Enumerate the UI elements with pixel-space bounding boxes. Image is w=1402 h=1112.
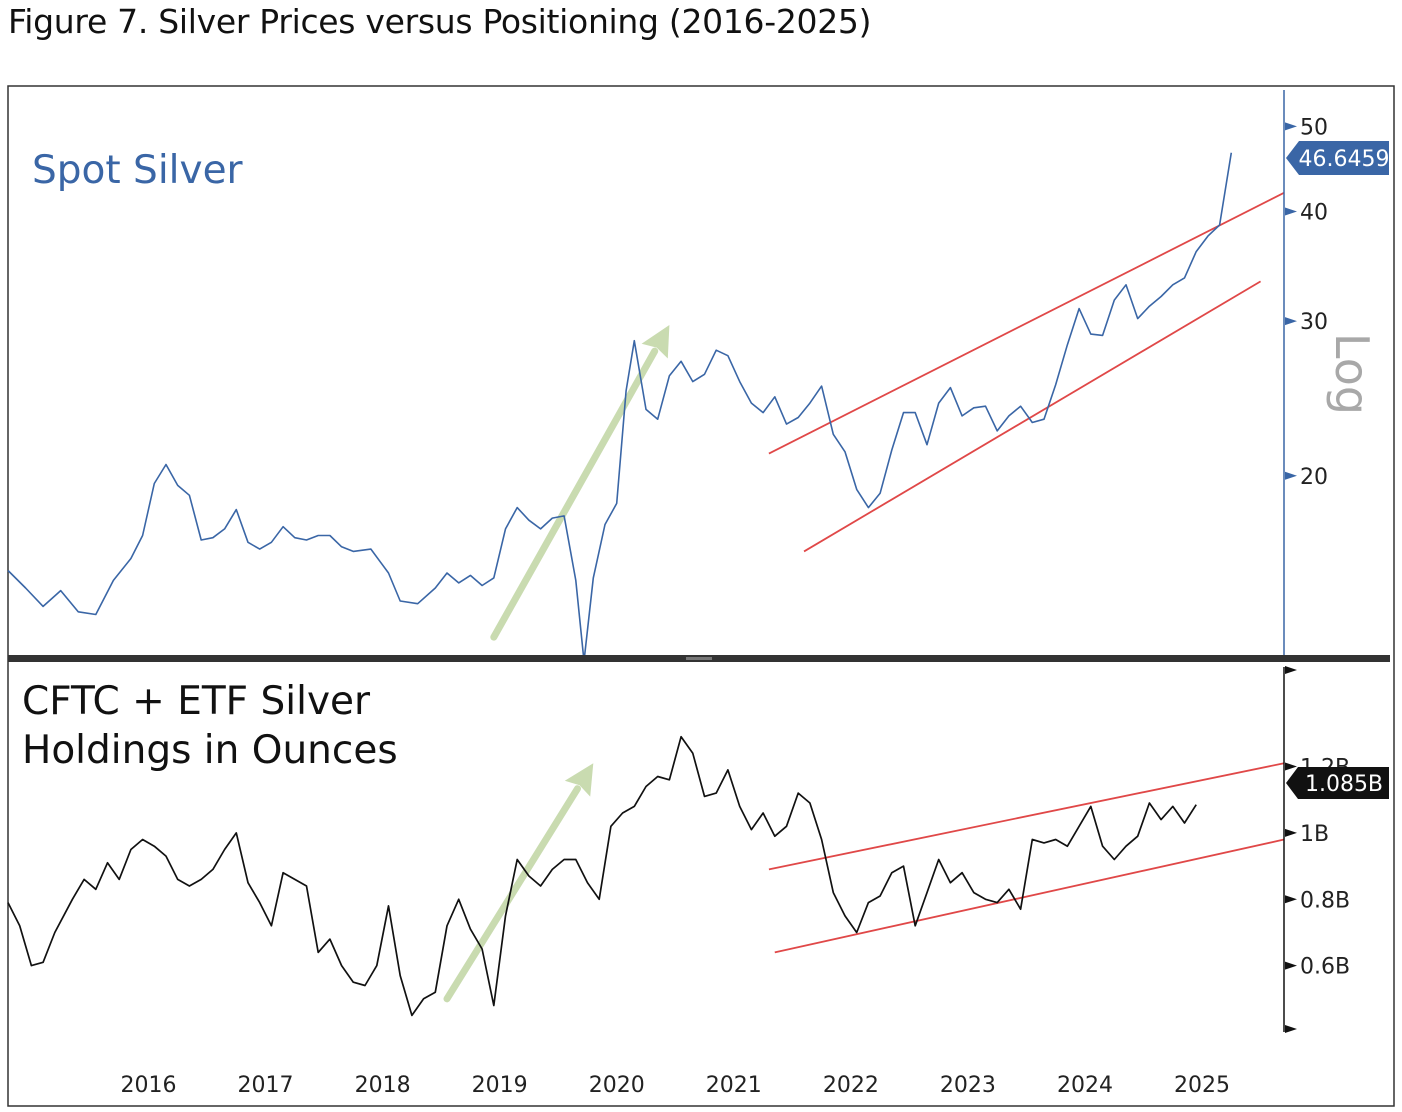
last-price-value: 46.6459	[1299, 147, 1390, 172]
tick-label-price: 50	[1300, 115, 1328, 140]
channel-upper-line	[768, 762, 1285, 871]
x-label-year: 2024	[1057, 1073, 1113, 1098]
panel-title-holdings-line-1: CFTC + ETF Silver	[22, 679, 371, 724]
tick-label-price: 30	[1300, 310, 1328, 335]
tick-marker-holdings	[1285, 828, 1297, 837]
arrow-shaft	[443, 785, 581, 1003]
last-holdings-value: 1.085B	[1305, 772, 1383, 797]
tick-label-price: 40	[1300, 200, 1328, 225]
x-label-year: 2017	[238, 1073, 294, 1098]
x-label-year: 2022	[823, 1073, 879, 1098]
tick-marker-price	[1285, 207, 1297, 216]
channel-lower-line	[774, 838, 1285, 954]
uptrend-arrow	[490, 325, 670, 641]
tick-marker-holdings	[1285, 895, 1297, 904]
x-label-year: 2025	[1174, 1073, 1230, 1098]
panel-spot-silver: Spot Silver 20 30 40 50 46.6459 Log	[7, 90, 1389, 663]
log-scale-label: Log	[1325, 333, 1379, 415]
last-holdings-badge-shape	[1286, 767, 1389, 799]
panel-holdings: CFTC + ETF Silver Holdings in Ounces 0.6…	[7, 666, 1389, 1033]
tick-label-holdings: 1B	[1300, 822, 1329, 847]
channel-upper-line	[768, 192, 1285, 455]
panel-title-spot-silver: Spot Silver	[32, 148, 244, 193]
x-label-year: 2018	[355, 1073, 411, 1098]
holdings-channel	[768, 762, 1285, 954]
axis-bottom-marker	[1285, 1025, 1297, 1033]
last-price-badge-shape	[1286, 141, 1389, 175]
arrow-head	[641, 325, 670, 359]
holdings-line	[7, 735, 1197, 1017]
arrow-head	[564, 763, 594, 797]
tick-marker-price	[1285, 471, 1297, 480]
x-label-year: 2023	[940, 1073, 996, 1098]
chart-frame	[7, 85, 1395, 1107]
y-ticks-price: 20 30 40 50	[1285, 115, 1328, 490]
x-label-year: 2016	[120, 1073, 176, 1098]
x-label-year: 2021	[706, 1073, 762, 1098]
tick-marker-price	[1285, 122, 1297, 131]
arrow-shaft	[490, 347, 659, 641]
silver-price-line	[7, 152, 1233, 663]
axis-top-marker	[1285, 666, 1297, 674]
tick-label-price: 20	[1300, 465, 1328, 490]
x-axis-years: 2016 2017 2018 2019 2020 2021 2022 2023 2024 2025	[120, 1073, 1230, 1098]
tick-label-holdings: 0.6B	[1300, 955, 1350, 980]
price-channel	[768, 192, 1285, 553]
panel-title-holdings-line-2: Holdings in Ounces	[22, 728, 398, 773]
last-price-badge: 46.6459	[1286, 141, 1389, 175]
tick-marker-holdings	[1285, 762, 1297, 771]
channel-lower-line	[803, 280, 1262, 553]
panel-divider-grip[interactable]	[686, 657, 712, 660]
x-label-year: 2020	[589, 1073, 645, 1098]
uptrend-arrow	[443, 763, 594, 1003]
tick-marker-price	[1285, 317, 1297, 326]
figure-title: Figure 7. Silver Prices versus Positioni…	[8, 2, 872, 41]
last-holdings-badge: 1.085B	[1286, 767, 1389, 799]
tick-label-holdings: 0.8B	[1300, 888, 1350, 913]
tick-marker-holdings	[1285, 961, 1297, 970]
x-label-year: 2019	[472, 1073, 528, 1098]
